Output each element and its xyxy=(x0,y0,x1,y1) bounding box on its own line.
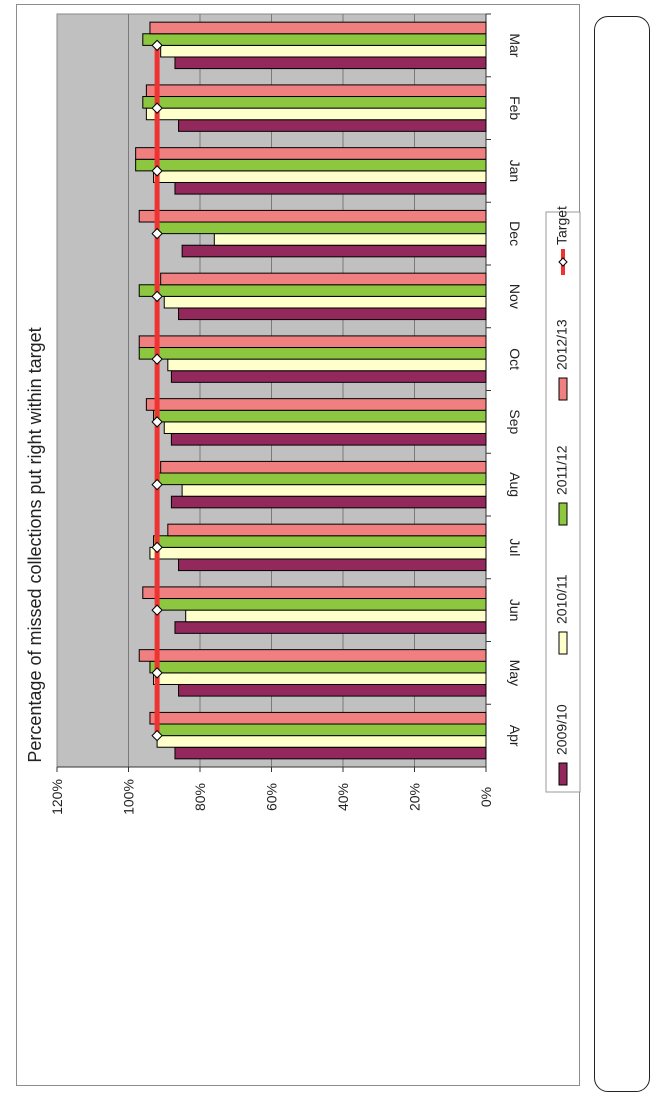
legend-box xyxy=(545,211,581,793)
bar xyxy=(178,683,487,697)
bar xyxy=(170,432,487,446)
bar xyxy=(145,107,487,121)
value-tick-label: 60% xyxy=(264,783,280,811)
bar xyxy=(145,398,487,411)
bar xyxy=(174,181,487,195)
value-tick-label: 40% xyxy=(335,783,351,811)
value-tick-label: 20% xyxy=(407,783,423,811)
bar xyxy=(149,660,487,674)
category-label: Sep xyxy=(507,409,523,434)
value-tick-label: 120% xyxy=(49,779,65,815)
bar xyxy=(138,209,487,223)
bar xyxy=(178,558,487,572)
bar xyxy=(156,472,487,486)
target-marker xyxy=(151,165,163,177)
bar xyxy=(138,284,487,297)
bar xyxy=(181,244,487,258)
target-marker xyxy=(151,667,163,679)
bar xyxy=(174,56,487,70)
bar xyxy=(213,233,487,246)
legend-swatch xyxy=(558,631,568,655)
side-panel xyxy=(594,16,650,1092)
value-tick-label: 80% xyxy=(192,783,208,811)
bar xyxy=(174,621,487,634)
legend-swatch xyxy=(558,502,568,526)
bar xyxy=(142,33,487,46)
legend-swatch xyxy=(558,377,568,401)
bar xyxy=(160,272,487,286)
bar xyxy=(160,44,487,58)
category-label: Oct xyxy=(507,348,523,370)
bar xyxy=(181,484,487,497)
target-marker xyxy=(151,353,163,365)
bar xyxy=(167,358,487,372)
legend-label: 2010/11 xyxy=(554,574,570,624)
legend-label: Target xyxy=(554,206,570,245)
bar xyxy=(170,370,487,383)
target-marker xyxy=(151,604,163,616)
bar xyxy=(170,495,487,509)
target-marker xyxy=(151,290,163,303)
category-label: Apr xyxy=(507,725,523,747)
category-label: Nov xyxy=(507,284,523,309)
legend-marker xyxy=(558,257,568,267)
bar xyxy=(138,335,487,349)
bar xyxy=(135,158,487,172)
bar xyxy=(142,96,487,109)
category-label: Jul xyxy=(507,538,523,556)
target-marker xyxy=(151,416,163,428)
bar xyxy=(185,609,487,623)
bar xyxy=(153,672,487,685)
target-marker xyxy=(151,541,163,554)
bar xyxy=(156,598,487,611)
bar xyxy=(153,535,487,548)
chart-title: Percentage of missed collections put rig… xyxy=(25,327,45,762)
bar xyxy=(142,586,487,600)
legend-label: 2011/12 xyxy=(554,445,570,495)
category-label: Feb xyxy=(507,96,523,120)
bar xyxy=(153,409,487,423)
legend-label: 2009/10 xyxy=(554,704,570,755)
bar xyxy=(138,347,487,360)
bar xyxy=(156,735,487,748)
category-label: Jan xyxy=(507,160,523,183)
target-marker xyxy=(151,102,163,114)
bar xyxy=(135,147,487,160)
bar xyxy=(163,295,487,309)
category-label: Dec xyxy=(507,221,523,246)
bar xyxy=(149,546,487,560)
bar xyxy=(163,421,487,434)
bar xyxy=(156,221,487,235)
category-label: Jun xyxy=(507,599,523,622)
bar xyxy=(156,723,487,737)
target-marker xyxy=(151,729,163,742)
bar xyxy=(138,649,487,662)
value-tick-label: 100% xyxy=(121,779,137,815)
bar xyxy=(145,84,487,98)
target-marker xyxy=(151,39,163,52)
bar xyxy=(178,307,487,321)
value-tick-label: 0% xyxy=(478,787,494,807)
bar xyxy=(178,119,487,132)
target-marker xyxy=(151,478,163,491)
bar xyxy=(149,711,487,725)
bar xyxy=(153,170,487,183)
bar xyxy=(160,460,487,474)
target-marker xyxy=(151,227,163,240)
bar xyxy=(149,21,487,35)
bar xyxy=(167,523,487,537)
legend-swatch xyxy=(558,762,568,786)
category-label: Mar xyxy=(507,33,523,57)
legend-label: 2012/13 xyxy=(554,319,570,370)
category-label: May xyxy=(507,660,523,686)
bar xyxy=(174,746,487,760)
category-label: Aug xyxy=(507,472,523,497)
